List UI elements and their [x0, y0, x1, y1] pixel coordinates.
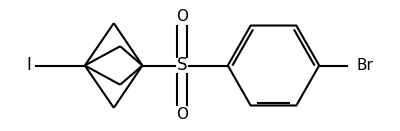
- Text: I: I: [27, 56, 32, 75]
- Text: O: O: [176, 107, 188, 122]
- Text: Br: Br: [357, 58, 374, 73]
- Text: S: S: [177, 56, 187, 75]
- Text: O: O: [176, 9, 188, 24]
